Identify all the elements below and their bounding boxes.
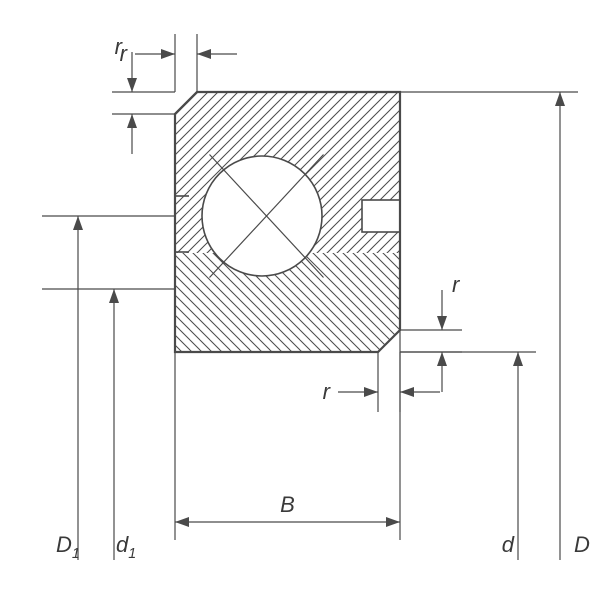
svg-text:r: r: [452, 272, 461, 297]
svg-text:D: D: [574, 532, 590, 557]
svg-text:B: B: [280, 492, 295, 517]
svg-text:r: r: [323, 379, 332, 404]
svg-text:d1: d1: [116, 532, 136, 562]
bearing-cross-section-diagram: DdD1d1Brrrr: [0, 0, 600, 600]
svg-text:D1: D1: [56, 532, 80, 562]
svg-text:d: d: [502, 532, 515, 557]
